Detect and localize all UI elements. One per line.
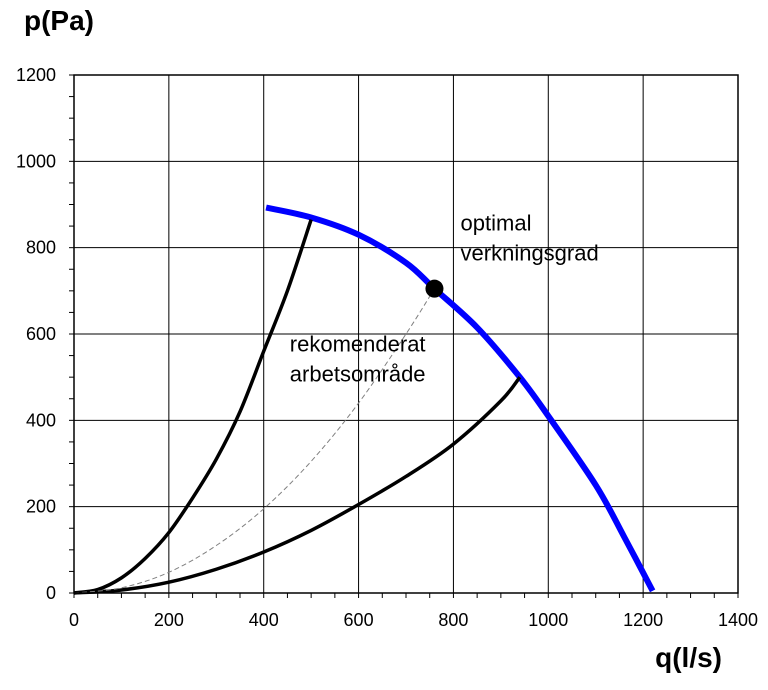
- plot-frame: [73, 74, 739, 594]
- x-tick-label: 600: [344, 610, 374, 630]
- annotation-recommended-range: rekomenderat arbetsområde: [290, 331, 426, 386]
- x-tick-label: 1200: [623, 610, 663, 630]
- annotations: optimal verkningsgrad rekomenderat arbetsom…: [290, 210, 599, 386]
- x-axis-label: q(l/s): [655, 642, 722, 673]
- annotation-line: verkningsgrad: [461, 240, 599, 265]
- y-tick-label: 400: [26, 410, 56, 430]
- y-tick-label: 600: [26, 324, 56, 344]
- x-tick-label: 400: [249, 610, 279, 630]
- optimal-system-curve-line: [73, 288, 435, 594]
- y-tick-label: 0: [46, 583, 56, 603]
- limit-curve-flat-line: [73, 376, 522, 595]
- grid: [69, 74, 739, 598]
- annotation-line: rekomenderat: [290, 331, 426, 356]
- y-tick-label: 200: [26, 497, 56, 517]
- x-tick-label: 1400: [718, 610, 758, 630]
- y-tick-label: 800: [26, 238, 56, 258]
- x-tick-label: 1000: [528, 610, 568, 630]
- tick-labels: 0 200 400 600 800 1000 1200 1400 0 200 400 600 800 10…: [16, 65, 758, 630]
- fan-curve-line: [265, 204, 656, 593]
- annotation-optimal-efficiency: optimal verkningsgrad: [461, 210, 599, 265]
- annotation-line: optimal: [461, 210, 532, 235]
- annotation-line: arbetsområde: [290, 361, 426, 386]
- y-axis-label: p(Pa): [24, 5, 94, 36]
- series-group: [73, 204, 656, 595]
- x-tick-label: 200: [154, 610, 184, 630]
- optimal-efficiency-point: [425, 279, 444, 298]
- x-tick-label: 800: [438, 610, 468, 630]
- y-tick-label: 1200: [16, 65, 56, 85]
- y-tick-label: 1000: [16, 151, 56, 171]
- limit-curve-steep-line: [73, 219, 313, 595]
- x-tick-label: 0: [69, 610, 79, 630]
- points-group: [425, 279, 444, 298]
